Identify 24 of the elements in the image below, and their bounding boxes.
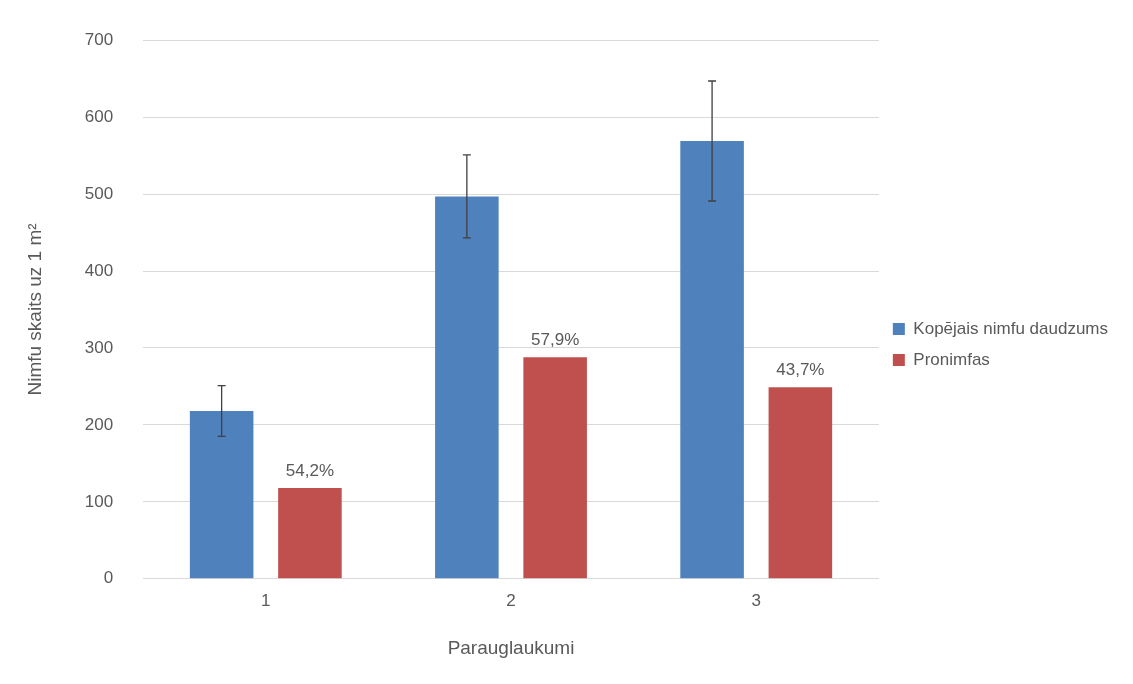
- x-tick-label: 1: [261, 590, 271, 610]
- y-axis-title: Nimfu skaits uz 1 m²: [23, 223, 45, 396]
- x-tick-label: 3: [751, 590, 761, 610]
- bar: [435, 196, 499, 579]
- bar: [278, 488, 342, 579]
- x-tick-label: 2: [506, 590, 516, 610]
- y-tick-label: 700: [84, 29, 114, 49]
- y-tick-label: 0: [103, 568, 114, 588]
- bar: [768, 387, 833, 579]
- y-tick-label: 200: [84, 414, 114, 434]
- x-axis-title: Parauglaukumi: [447, 636, 575, 658]
- bar: [523, 357, 587, 579]
- y-tick-label: 400: [84, 260, 114, 280]
- legend-label: Kopējais nimfu daudzums: [913, 318, 1109, 338]
- legend-label: Pronimfas: [913, 349, 990, 369]
- y-tick-label: 600: [84, 106, 114, 126]
- annotation: 43,7%: [776, 360, 825, 380]
- y-tick-label: 300: [84, 337, 114, 357]
- y-tick-label: 100: [84, 491, 114, 511]
- bar: [189, 411, 254, 579]
- annotation: 54,2%: [285, 461, 335, 481]
- bar: [680, 141, 744, 579]
- annotation: 57,9%: [531, 330, 580, 350]
- y-tick-label: 500: [84, 183, 114, 203]
